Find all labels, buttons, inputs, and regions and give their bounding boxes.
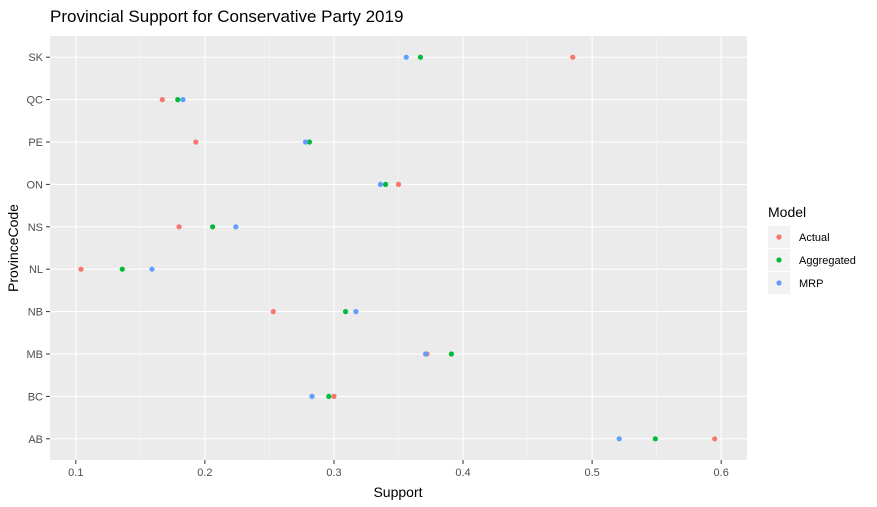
chart-title: Provincial Support for Conservative Part…	[50, 7, 403, 26]
data-point-actual-nl	[78, 266, 84, 272]
legend-key-aggregated	[776, 257, 782, 263]
data-point-aggregated-pe	[306, 139, 313, 145]
data-point-actual-pe	[193, 139, 199, 145]
y-tick-label: BC	[28, 391, 43, 403]
x-tick-label: 0.3	[326, 467, 341, 479]
y-tick-label: MB	[27, 349, 44, 361]
data-point-actual-qc	[159, 97, 165, 103]
y-tick-label: SK	[28, 52, 43, 64]
data-point-actual-on	[395, 181, 402, 187]
data-point-actual-ab	[712, 436, 718, 442]
data-point-aggregated-mb	[448, 351, 455, 357]
y-tick-label: AB	[28, 434, 43, 446]
data-point-aggregated-on	[382, 181, 389, 187]
data-point-aggregated-ab	[652, 436, 658, 442]
x-tick-label: 0.5	[584, 467, 599, 479]
data-point-mrp-ns	[233, 224, 239, 230]
data-point-actual-bc	[331, 393, 337, 399]
x-axis-ticks: 0.1 0.2 0.3 0.4 0.5 0.6	[68, 460, 729, 479]
data-point-aggregated-ns	[210, 224, 216, 230]
data-point-mrp-mb	[423, 351, 429, 357]
legend-key-actual	[776, 234, 782, 240]
legend-label-aggregated: Aggregated	[799, 255, 856, 267]
x-tick-label: 0.1	[68, 467, 83, 479]
data-point-mrp-sk	[403, 54, 409, 60]
minor-gridlines	[140, 36, 657, 460]
y-tick-label: NL	[29, 264, 43, 276]
legend-title: Model	[768, 204, 806, 220]
x-tick-label: 0.2	[197, 467, 212, 479]
y-tick-label: NS	[28, 222, 43, 234]
legend-items: Actual Aggregated MRP	[768, 226, 856, 294]
y-axis-ticks: AB BC MB NB NL NS ON PE QC SK	[27, 52, 50, 446]
data-point-aggregated-sk	[417, 54, 424, 60]
x-axis-title: Support	[373, 484, 422, 500]
data-point-mrp-nb	[353, 309, 359, 315]
legend-key-mrp	[776, 280, 782, 286]
y-axis-title: ProvinceCode	[5, 204, 21, 292]
y-tick-label: ON	[27, 179, 44, 191]
data-point-actual-ns	[176, 224, 182, 230]
legend: Model Actual Aggregated MRP	[768, 204, 856, 294]
y-tick-label: QC	[27, 95, 44, 107]
data-point-mrp-on	[377, 181, 384, 187]
y-tick-label: PE	[28, 137, 43, 149]
data-points	[78, 54, 718, 442]
x-tick-label: 0.6	[714, 467, 729, 479]
data-point-actual-sk	[570, 54, 576, 60]
data-point-aggregated-nb	[342, 309, 349, 315]
data-point-mrp-pe	[302, 139, 309, 145]
data-point-aggregated-bc	[326, 393, 332, 399]
data-point-mrp-nl	[149, 266, 155, 272]
legend-label-actual: Actual	[799, 232, 830, 244]
data-point-aggregated-qc	[175, 97, 181, 103]
data-point-mrp-ab	[616, 436, 622, 442]
data-point-aggregated-nl	[119, 266, 125, 272]
major-gridlines	[50, 36, 747, 460]
legend-label-mrp: MRP	[799, 278, 823, 290]
data-point-actual-nb	[270, 309, 276, 315]
x-tick-label: 0.4	[455, 467, 470, 479]
data-point-mrp-bc	[309, 393, 315, 399]
y-tick-label: NB	[28, 307, 43, 319]
data-point-mrp-qc	[180, 97, 186, 103]
